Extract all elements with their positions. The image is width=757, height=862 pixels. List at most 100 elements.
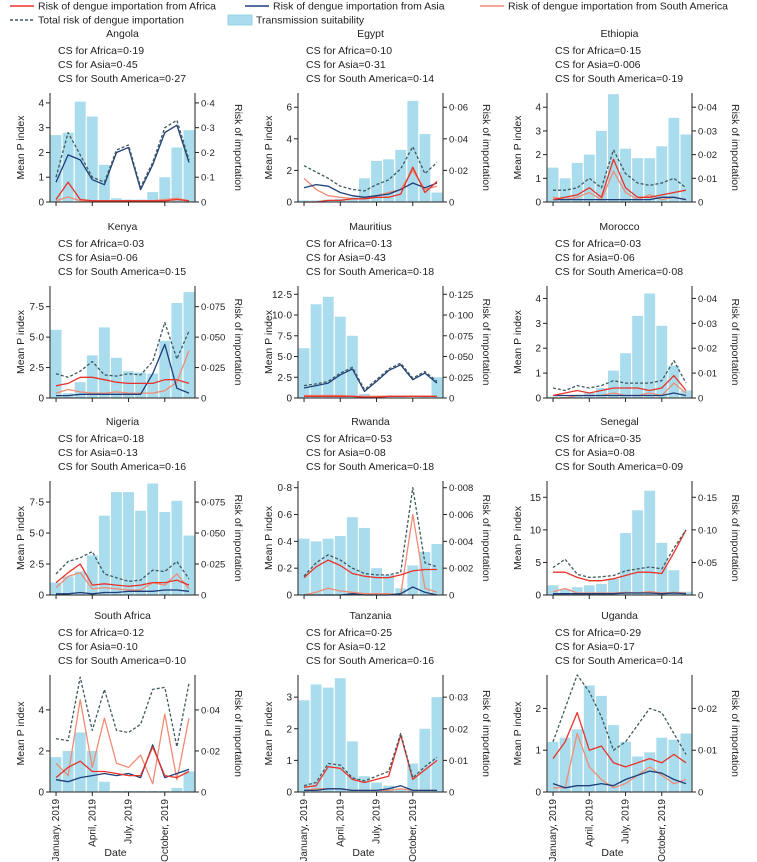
cs-label: CS for Asia=0·08: [306, 447, 386, 459]
bar: [632, 756, 644, 792]
series-line-total: [55, 550, 190, 583]
left-tick-label: 0·4: [278, 537, 293, 548]
y-right-label: Risk of importation: [480, 495, 492, 582]
bar: [298, 700, 310, 792]
panel-rwanda: Rwanda CS for Africa=0·53 CS for Asia=0·08…: [263, 416, 492, 602]
bar: [111, 357, 122, 398]
left-tick-label: 10: [530, 525, 542, 536]
bar: [359, 527, 370, 595]
left-tick-label: 0: [286, 394, 292, 405]
bar: [668, 570, 680, 595]
left-tick-label: 5·0: [278, 352, 293, 363]
right-tick-label: 0·050: [201, 333, 225, 344]
right-tick-label: 0·008: [449, 483, 473, 494]
right-tick-label: 0: [698, 198, 703, 209]
y-right-label: Risk of importation: [232, 104, 244, 191]
cs-label: CS for Africa=0·03: [58, 238, 144, 250]
cs-label: CS for Asia=0·31: [306, 59, 386, 71]
legend-label-south_america: Risk of dengue importation from South Am…: [508, 1, 728, 13]
bar: [159, 511, 171, 595]
bar: [171, 147, 183, 202]
bar: [183, 535, 195, 595]
bar: [583, 585, 595, 595]
left-tick-label: 7·5: [278, 331, 293, 342]
y-left-label: Mean P index: [263, 115, 275, 180]
panel-south-africa: South Africa CS for Africa=0·12 CS for Asi…: [15, 610, 244, 862]
series-line-asia: [553, 392, 687, 397]
bar: [632, 158, 644, 202]
bar: [159, 177, 171, 202]
bar: [656, 146, 668, 202]
right-tick-label: 0: [201, 788, 206, 799]
bar: [419, 134, 431, 202]
panel-egypt: Egypt CS for Africa=0·10 CS for Asia=0·31 C…: [263, 28, 492, 209]
series-line-asia: [55, 124, 190, 191]
panel-title: Tanzania: [349, 610, 391, 622]
bar: [359, 178, 370, 202]
cs-label: CS for Asia=0·43: [306, 252, 386, 264]
right-tick-label: 0: [698, 788, 703, 799]
bar: [159, 790, 171, 792]
cs-label: CS for Asia=0·17: [555, 641, 635, 653]
right-tick-label: 0·002: [449, 564, 473, 575]
y-right-label: Risk of importation: [232, 690, 244, 777]
cs-label: CS for Asia=0·10: [58, 641, 138, 653]
x-axis-label: Date: [104, 847, 126, 859]
right-tick-label: 0·050: [201, 529, 225, 540]
right-tick-label: 0·04: [698, 103, 717, 114]
bar: [334, 678, 346, 792]
bar: [298, 348, 310, 398]
right-tick-label: 0·01: [449, 756, 468, 767]
bar: [632, 315, 644, 398]
panel-tanzania: Tanzania CS for Africa=0·25 CS for Asia=0·…: [263, 610, 492, 862]
bar: [322, 538, 334, 595]
right-tick-label: 0·04: [449, 134, 468, 145]
bar: [407, 100, 419, 202]
bar: [74, 571, 86, 595]
legend-label-total: Total risk of dengue importation: [38, 15, 184, 27]
left-tick-label: 5·0: [30, 333, 45, 344]
panel-senegal: Senegal CS for Africa=0·35 CS for Asia=0·0…: [512, 416, 741, 602]
left-tick-label: 10·0: [272, 311, 292, 322]
series-line-total: [552, 529, 687, 579]
x-tick-label: October, 2019: [408, 799, 419, 862]
bar: [407, 565, 419, 595]
bar: [86, 555, 98, 595]
right-tick-label: 0·02: [698, 704, 717, 715]
series-line-africa: [55, 563, 190, 587]
x-axis-label: Date: [601, 847, 623, 859]
cs-label: CS for South America=0·10: [58, 655, 186, 667]
panels: Angola CS for Africa=0·19 CS for Asia=0·45…: [15, 28, 741, 862]
left-tick-label: 2: [38, 148, 44, 159]
panel-title: Nigeria: [106, 416, 139, 428]
cs-label: CS for Africa=0·19: [58, 45, 144, 57]
right-tick-label: 0·02: [698, 150, 717, 161]
right-tick-label: 0·04: [698, 294, 717, 305]
right-tick-label: 0·02: [449, 166, 468, 177]
bar: [123, 371, 134, 398]
x-axis-label: Date: [352, 847, 374, 859]
cs-label: CS for Asia=0·08: [555, 447, 635, 459]
right-tick-label: 0·1: [201, 173, 215, 184]
y-right-label: Risk of importation: [729, 495, 741, 582]
bar: [111, 198, 122, 202]
bar: [571, 729, 583, 792]
cs-label: CS for South America=0·18: [306, 461, 434, 473]
left-tick-label: 4: [38, 705, 44, 716]
series-line-africa: [552, 374, 687, 397]
bar: [395, 149, 407, 202]
right-tick-label: 0·03: [698, 126, 717, 137]
bar: [159, 340, 171, 398]
x-tick-label: July, 2019: [124, 799, 135, 844]
cs-label: CS for South America=0·27: [58, 73, 186, 85]
bar: [608, 370, 619, 398]
right-tick-label: 0: [449, 591, 454, 602]
left-tick-label: 1: [38, 173, 44, 184]
left-tick-label: 2·5: [278, 373, 293, 384]
y-left-label: Mean P index: [263, 309, 275, 374]
x-tick-label: April, 2019: [335, 799, 346, 847]
bar: [571, 162, 583, 202]
bar: [656, 737, 668, 792]
right-tick-label: 0: [698, 394, 703, 405]
y-right-label: Risk of importation: [480, 104, 492, 191]
